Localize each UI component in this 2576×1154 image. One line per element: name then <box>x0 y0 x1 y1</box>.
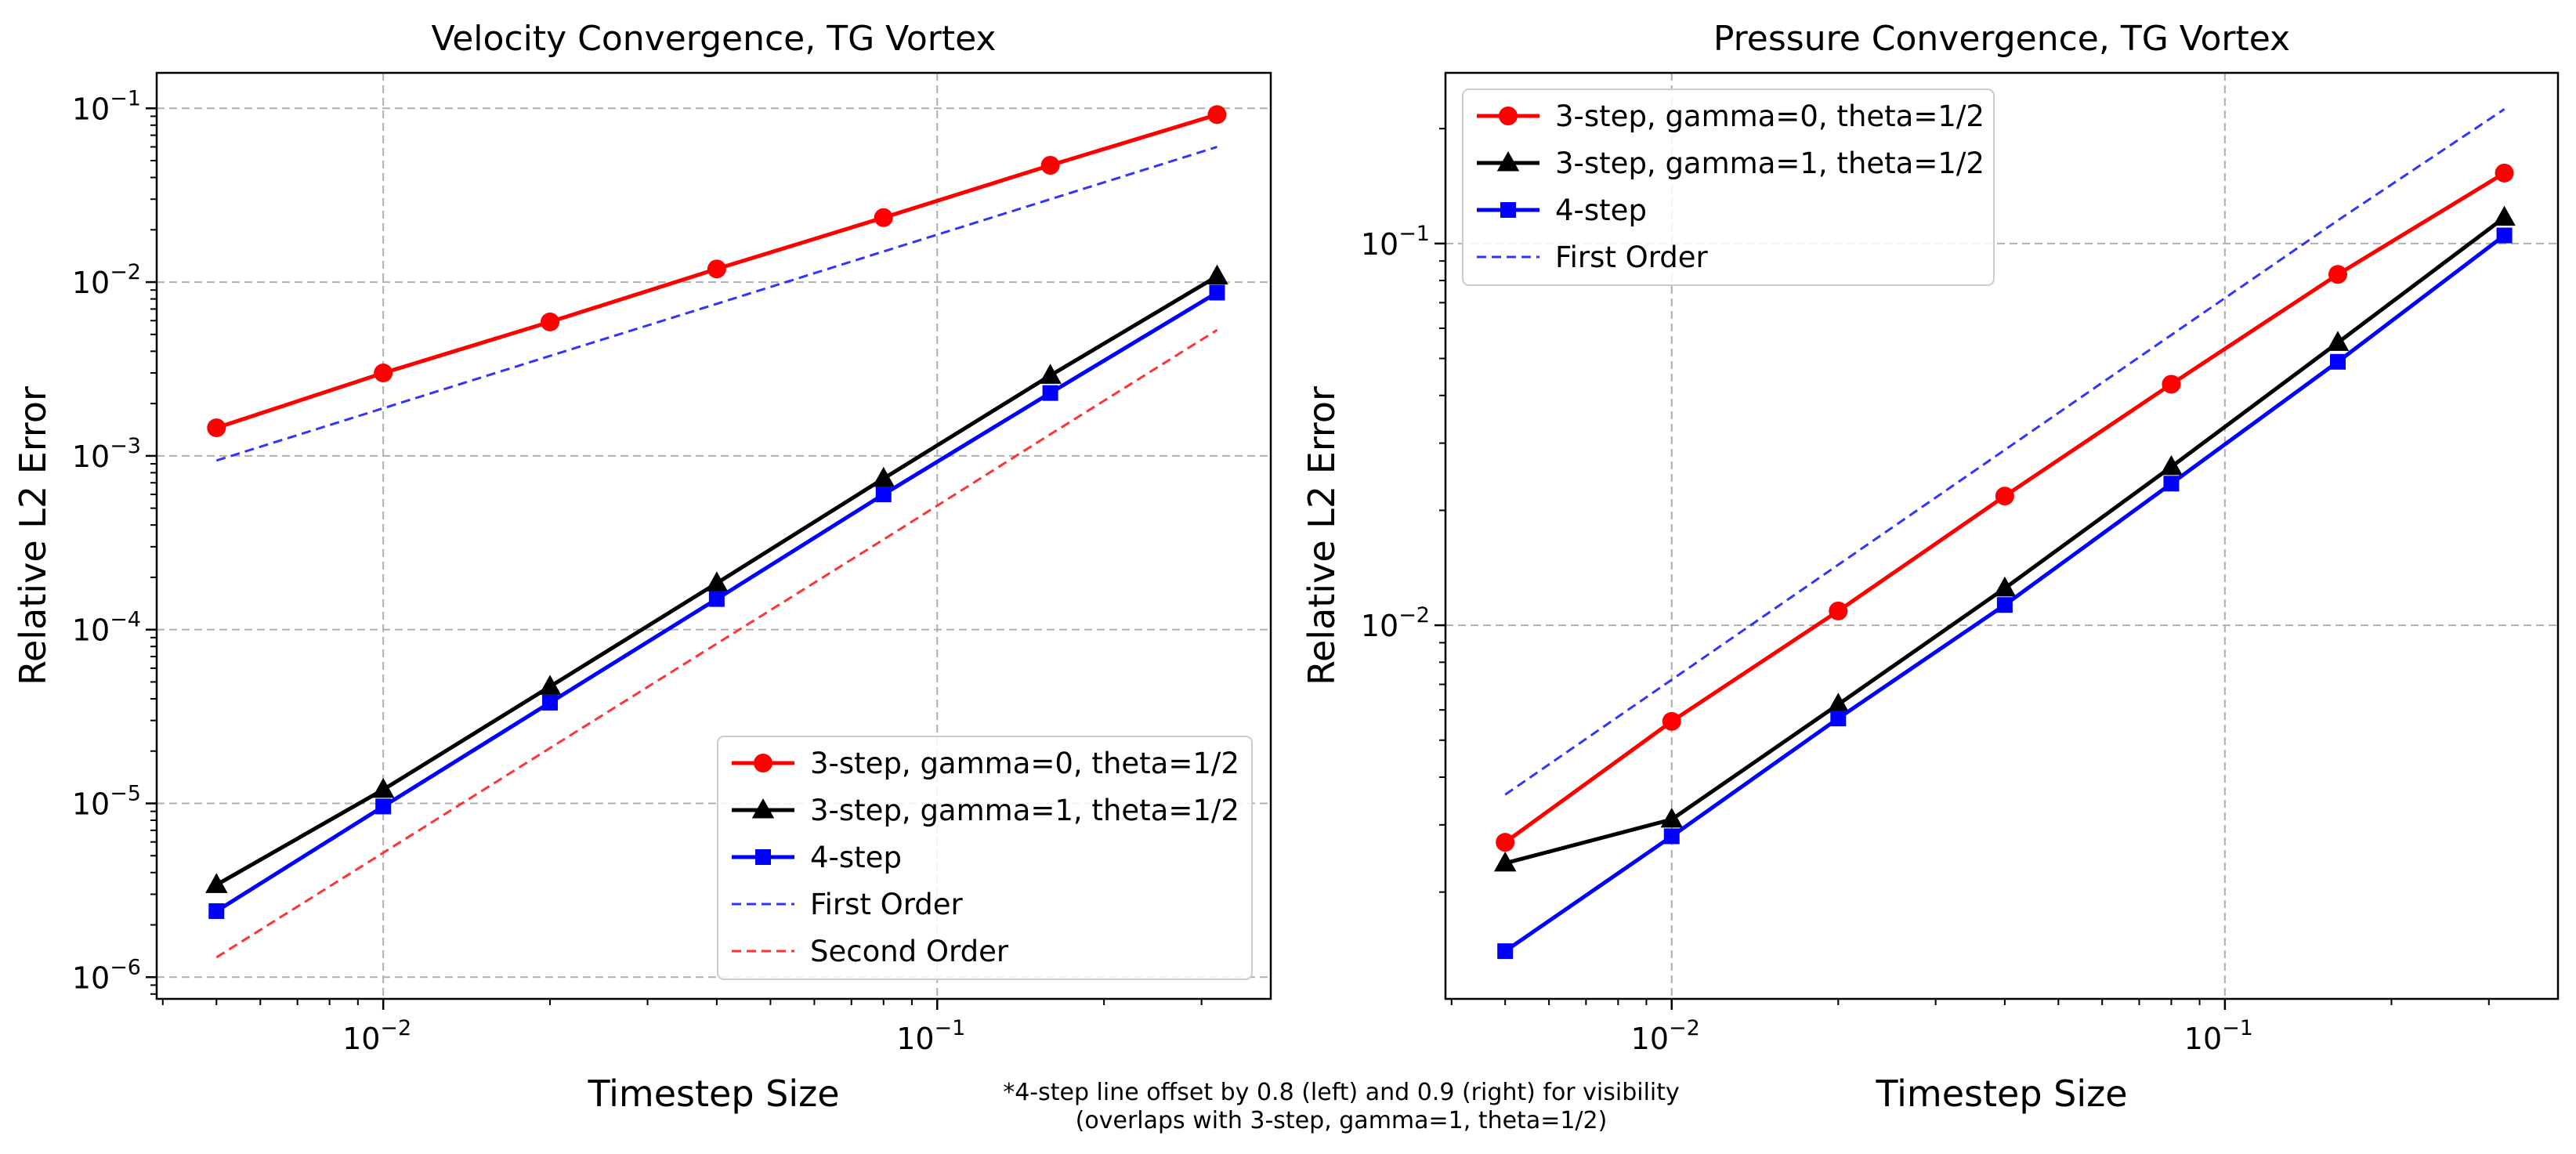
series-3-step-gamma-0-theta-1-2 <box>1496 163 2514 852</box>
legend-label: First Order <box>1555 241 1709 274</box>
3-step-gamma-0-theta-1-2-point <box>1207 105 1227 125</box>
series-4-step <box>208 284 1225 919</box>
series-4-step <box>1497 227 2513 960</box>
4-step-point <box>208 903 225 919</box>
x-axis-label: Timestep Size <box>1875 1073 2127 1115</box>
3-step-gamma-0-theta-1-2-point <box>374 364 393 383</box>
4-step-point <box>1042 385 1058 401</box>
3-step-gamma-1-theta-1-2-point <box>205 873 228 893</box>
series-3-step-gamma-1-theta-1-2 <box>205 264 1228 893</box>
y-tick-label: 10−2 <box>72 260 141 300</box>
y-tick-label: 10−5 <box>72 781 141 821</box>
3-step-gamma-1-theta-1-2-point <box>1206 264 1228 285</box>
3-step-gamma-1-theta-1-2-point <box>1660 807 1684 828</box>
4-step-point <box>1209 284 1225 301</box>
legend-label: First Order <box>810 888 964 921</box>
4-step-point <box>1497 943 1514 960</box>
chart-title: Pressure Convergence, TG Vortex <box>1713 19 2290 59</box>
x-tick-label: 10−1 <box>896 1016 965 1056</box>
3-step-gamma-0-theta-1-2-point <box>707 259 726 279</box>
3-step-gamma-0-theta-1-2-point <box>1040 156 1060 175</box>
x-tick-label: 10−1 <box>2184 1016 2253 1056</box>
y-tick-label: 10−4 <box>72 608 141 648</box>
3-step-gamma-1-theta-1-2-point <box>1493 851 1517 872</box>
axes-frame <box>1444 71 2560 1000</box>
y-tick-label: 10−1 <box>72 86 141 126</box>
legend-marker <box>1499 107 1518 125</box>
x-tick-label: 10−2 <box>342 1016 411 1056</box>
3-step-gamma-0-theta-1-2-point <box>2162 374 2181 394</box>
4-step-point <box>542 694 559 711</box>
3-step-gamma-1-theta-1-2-line <box>1504 215 2506 866</box>
legend-marker <box>1500 202 1516 218</box>
3-step-gamma-1-theta-1-2-point <box>705 571 729 591</box>
legend: 3-step, gamma=0, theta=1/2 3-step, gamma=… <box>717 736 1253 980</box>
chart-title: Velocity Convergence, TG Vortex <box>432 19 997 59</box>
3-step-gamma-0-theta-1-2-point <box>874 208 893 227</box>
axes-frame <box>155 71 1272 1000</box>
series-second-order <box>215 328 1218 959</box>
legend-box <box>717 736 1253 980</box>
3-step-gamma-1-theta-1-2-point <box>1993 576 2017 597</box>
series-3-step-gamma-0-theta-1-2 <box>207 105 1227 438</box>
3-step-gamma-0-theta-1-2-point <box>2328 265 2348 284</box>
legend-label: 4-step <box>1555 194 1647 227</box>
legend-label: 3-step, gamma=1, theta=1/2 <box>810 794 1239 827</box>
legend: 3-step, gamma=0, theta=1/2 3-step, gamma=… <box>1462 89 1995 286</box>
3-step-gamma-0-theta-1-2-point <box>1662 711 1681 731</box>
y-tick-label: 10−6 <box>72 955 141 995</box>
3-step-gamma-1-theta-1-2-point <box>2326 331 2350 351</box>
footnote-line-2: (overlaps with 3-step, gamma=1, theta=1/… <box>1076 1107 1608 1134</box>
4-step-point <box>1996 597 2013 613</box>
x-tick-label: 10−2 <box>1631 1016 1700 1056</box>
y-axis-label: Relative L2 Error <box>1301 386 1343 686</box>
4-step-point <box>2496 227 2513 244</box>
4-step-point <box>708 591 725 607</box>
4-step-point <box>875 487 892 503</box>
x-axis-label: Timestep Size <box>587 1073 839 1115</box>
3-step-gamma-1-theta-1-2-point <box>2160 454 2183 476</box>
legend-marker <box>755 849 771 865</box>
3-step-gamma-1-theta-1-2-point <box>872 466 895 487</box>
legend-marker <box>754 754 772 772</box>
series-3-step-gamma-1-theta-1-2 <box>1493 205 2516 872</box>
legend-label: Second Order <box>810 935 1009 968</box>
legend-label: 3-step, gamma=0, theta=1/2 <box>1555 99 1984 133</box>
3-step-gamma-0-theta-1-2-point <box>1829 601 1848 620</box>
3-step-gamma-1-theta-1-2-point <box>538 675 562 695</box>
3-step-gamma-0-theta-1-2-point <box>207 418 226 438</box>
legend-label: 4-step <box>810 841 902 874</box>
legend-box <box>1462 89 1995 286</box>
legend-marker <box>1496 151 1520 172</box>
y-tick-label: 10−1 <box>1361 222 1430 262</box>
4-step-point <box>2163 476 2180 492</box>
4-step-point <box>2330 353 2346 370</box>
3-step-gamma-0-theta-1-2-point <box>2495 163 2514 183</box>
footnote-line-1: *4-step line offset by 0.8 (left) and 0.… <box>1003 1079 1680 1106</box>
3-step-gamma-0-theta-1-2-point <box>1995 487 2014 506</box>
second-order-line <box>215 328 1218 959</box>
3-step-gamma-1-theta-1-2-point <box>2493 205 2516 226</box>
first-order-line <box>215 146 1217 462</box>
y-axis-label: Relative L2 Error <box>12 386 54 686</box>
3-step-gamma-1-theta-1-2-point <box>1039 364 1062 384</box>
3-step-gamma-1-theta-1-2-point <box>371 777 395 798</box>
pressure-convergence-panel: 10−2 10−1 10−2 10−1 Pressure Convergence, TG… <box>1301 19 2560 1115</box>
legend-marker <box>751 798 775 819</box>
legend-label: 3-step, gamma=1, theta=1/2 <box>1555 147 1984 180</box>
4-step-point <box>1663 828 1680 845</box>
series-first-order <box>215 146 1217 462</box>
4-step-point <box>375 798 392 815</box>
3-step-gamma-1-theta-1-2-point <box>1827 693 1850 713</box>
3-step-gamma-0-theta-1-2-point <box>541 312 560 331</box>
4-step-point <box>1830 711 1847 727</box>
3-step-gamma-0-theta-1-2-point <box>1496 833 1515 852</box>
y-tick-label: 10−2 <box>1361 603 1430 643</box>
y-tick-label: 10−3 <box>72 434 141 474</box>
series-first-order <box>1504 108 2505 796</box>
first-order-line <box>1504 108 2505 796</box>
legend-label: 3-step, gamma=0, theta=1/2 <box>810 747 1239 780</box>
velocity-convergence-panel: 10−2 10−1 10−6 10−5 10−4 10−3 10−2 10−1 Velocity… <box>12 19 1272 1115</box>
